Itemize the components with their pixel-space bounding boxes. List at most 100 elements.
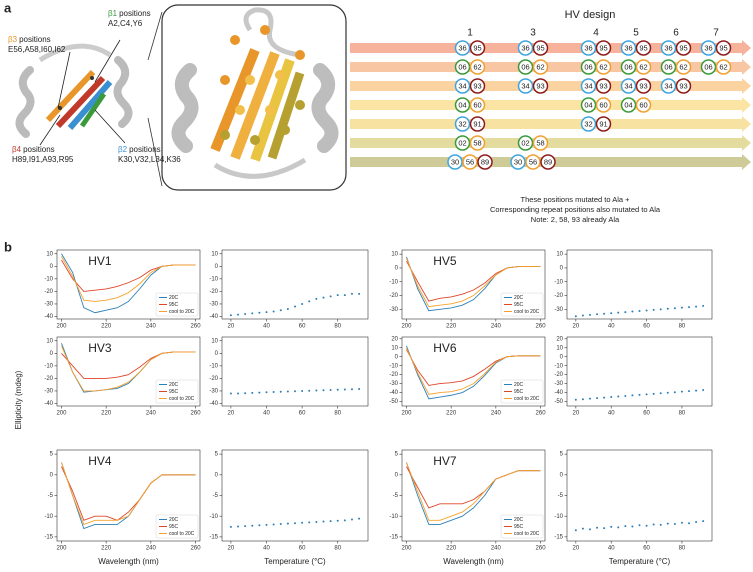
melt-point	[695, 389, 698, 392]
melt-point	[229, 314, 232, 317]
y-tick-label: -30	[44, 302, 53, 308]
y-tick-label: -5	[393, 493, 399, 499]
position-label: 95	[473, 43, 481, 52]
position-label: 58	[473, 138, 481, 147]
y-tick-label: -20	[389, 372, 398, 378]
melt-point	[301, 389, 304, 392]
position-circle	[517, 59, 534, 75]
position-label: 36	[704, 43, 712, 52]
position-circle	[447, 154, 463, 170]
position-circle	[580, 59, 597, 75]
plot-frame	[56, 336, 201, 407]
x-tick-label: 80	[679, 546, 686, 552]
position-label: 62	[536, 62, 544, 71]
y-tick-label: 0	[215, 472, 219, 478]
position-label: 95	[599, 43, 607, 52]
legend-label: 20C	[169, 382, 179, 388]
y-tick-label: 0	[215, 264, 219, 270]
position-label: 36	[584, 43, 592, 52]
melt-point	[617, 395, 620, 398]
x-tick-label: 40	[263, 324, 270, 330]
y-tick-label: -40	[209, 401, 218, 407]
x-axis-label: Temperature (°C)	[609, 557, 671, 566]
position-circle	[517, 135, 534, 151]
melt-point	[308, 389, 311, 392]
position-label: 36	[458, 43, 466, 52]
strand-label: β2 positions	[118, 145, 161, 154]
melt-point	[638, 393, 641, 396]
y-tick-label: -10	[44, 514, 53, 520]
chart-title: HV7	[433, 454, 457, 468]
position-label: 06	[664, 62, 672, 71]
position-circle	[469, 116, 486, 132]
strand-label: β4 positions	[12, 145, 55, 154]
position-label: 95	[639, 43, 647, 52]
position-label: 04	[458, 100, 466, 109]
position-circle	[580, 97, 597, 113]
position-label: 04	[624, 100, 632, 109]
legend-label: cool to 20C	[169, 531, 195, 537]
y-tick-label: -10	[554, 279, 563, 285]
x-tick-label: 60	[299, 411, 306, 417]
y-tick-label: -30	[389, 381, 398, 387]
melt-point	[358, 292, 361, 295]
position-circle	[454, 78, 471, 94]
note: Corresponding repeat positions also muta…	[490, 205, 661, 214]
position-circle	[595, 116, 612, 132]
position-label: 60	[639, 100, 647, 109]
strand-name: β3	[8, 35, 18, 44]
position-circle	[454, 116, 471, 132]
y-tick-label: -30	[554, 307, 563, 313]
x-tick-label: 20	[572, 411, 579, 417]
melt-point	[315, 297, 318, 300]
melt-point	[358, 387, 361, 390]
melt-point	[603, 527, 606, 530]
position-label: 36	[521, 43, 529, 52]
position-label: 62	[679, 62, 687, 71]
x-axis-label: Wavelength (nm)	[98, 557, 159, 566]
melt-point	[702, 520, 705, 523]
melt-point	[343, 519, 346, 522]
legend-label: 20C	[169, 517, 179, 523]
y-tick-label: -40	[44, 401, 53, 407]
melt-point	[258, 524, 261, 527]
strand-residues: K30,V32,L34,K36	[118, 155, 181, 164]
position-circle	[595, 97, 612, 113]
y-tick-label: -20	[554, 293, 563, 299]
y-tick-label: -10	[554, 363, 563, 369]
legend-label: cool to 20C	[514, 531, 540, 537]
melt-point	[688, 390, 691, 393]
melt-point	[617, 311, 620, 314]
position-label: 95	[536, 43, 544, 52]
melt-point	[638, 309, 641, 312]
position-circle	[477, 154, 493, 170]
strand-residues: A2,C4,Y6	[108, 19, 143, 28]
x-tick-label: 220	[101, 546, 112, 552]
melt-point	[652, 523, 655, 526]
melt-point	[702, 389, 705, 392]
position-circle	[580, 116, 597, 132]
melt-point	[666, 391, 669, 394]
position-circle	[532, 78, 549, 94]
melt-point	[588, 313, 591, 316]
x-tick-label: 20	[572, 546, 579, 552]
legend-label: 95C	[169, 524, 179, 530]
x-tick-label: 80	[679, 324, 686, 330]
melt-point	[688, 306, 691, 309]
spectrum-line	[406, 347, 541, 395]
melt-point	[258, 391, 261, 394]
spectrum-line	[406, 258, 541, 308]
y-tick-label: 10	[391, 345, 398, 351]
melt-point	[659, 392, 662, 395]
y-tick-label: 10	[391, 252, 398, 258]
y-tick-label: 10	[556, 252, 563, 258]
position-circle	[635, 78, 652, 94]
position-circle	[675, 78, 692, 94]
position-label: 32	[458, 119, 466, 128]
y-tick-label: -10	[389, 363, 398, 369]
x-tick-label: 260	[191, 324, 202, 330]
melt-point	[229, 525, 232, 528]
position-label: 60	[473, 100, 481, 109]
melt-point	[286, 390, 289, 393]
